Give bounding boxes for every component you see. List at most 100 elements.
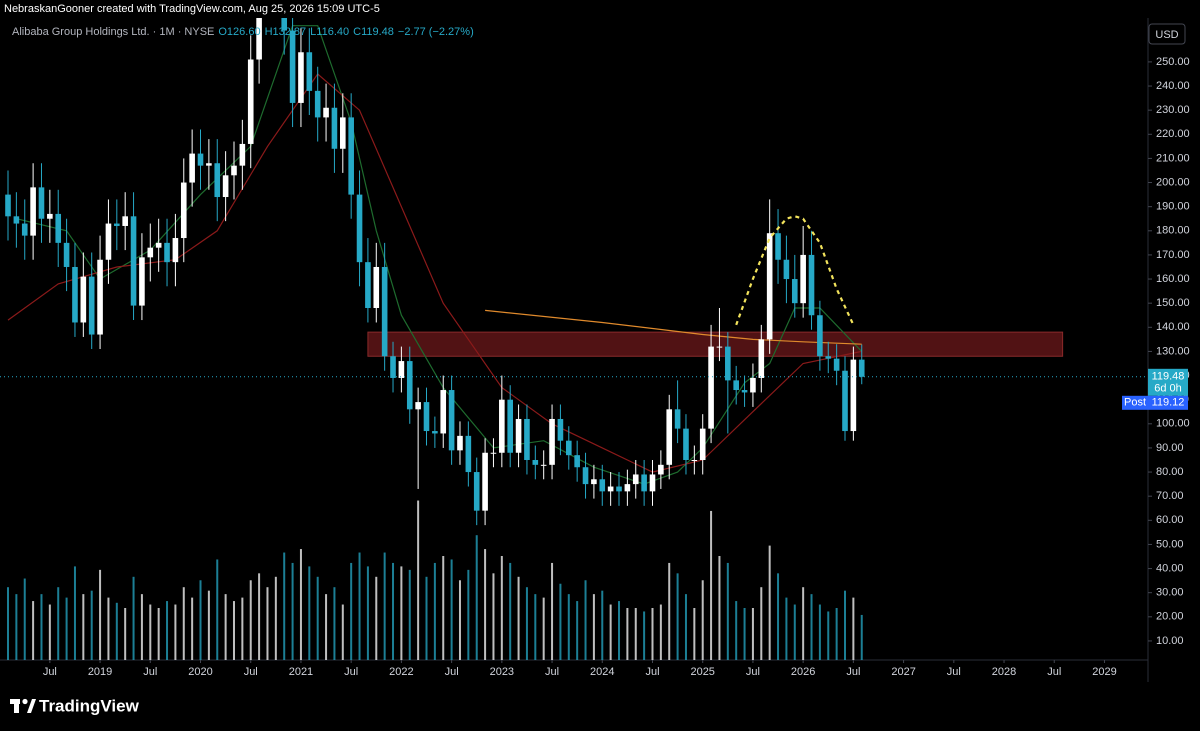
candle-body [457, 435, 463, 451]
volume-bar [668, 562, 671, 660]
volume-bar [676, 573, 679, 660]
candle-body [833, 358, 840, 371]
candle-body [808, 254, 815, 316]
candle-body [97, 259, 103, 335]
volume-bar [517, 576, 520, 660]
x-tick-label: 2029 [1092, 666, 1116, 678]
legend-value: H132.87 [264, 26, 307, 38]
y-tick-label: 220.00 [1156, 128, 1190, 140]
x-tick-label: Jul [545, 666, 559, 678]
candle-body [448, 390, 455, 451]
legend: Alibaba Group Holdings Ltd. · 1M · NYSE … [12, 26, 474, 38]
volume-bar [500, 556, 503, 660]
header-text: NebraskanGooner created with TradingView… [4, 3, 380, 15]
volume-bar [241, 597, 244, 660]
volume-bar [835, 608, 838, 660]
candle-body [63, 242, 70, 267]
candle-body [791, 279, 798, 304]
countdown-label: 6d 0h [1154, 383, 1182, 395]
volume-bar [743, 608, 746, 660]
volume-bar [492, 573, 495, 660]
x-tick-label: Jul [947, 666, 961, 678]
volume-bar [358, 552, 361, 660]
x-tick-label: 2024 [590, 666, 614, 678]
candle-body [632, 474, 639, 485]
post-price-box [1148, 395, 1188, 410]
plot-layer [5, 18, 1064, 660]
x-tick-label: Jul [445, 666, 459, 678]
candle-body [239, 143, 246, 166]
x-tick-label: Jul [645, 666, 659, 678]
post-price-label: 119.12 [1152, 397, 1185, 409]
candle-body [206, 163, 212, 166]
volume-bar [643, 611, 646, 660]
candle-body [47, 213, 53, 219]
y-tick-label: 30.00 [1156, 587, 1184, 599]
candle-body [574, 455, 580, 468]
session-label: Post [1124, 397, 1146, 409]
x-tick-label: Jul [43, 666, 57, 678]
volume-bar [182, 587, 185, 660]
candle-body [348, 117, 354, 195]
volume-bar [785, 597, 788, 660]
volume-bar [458, 580, 461, 660]
y-tick-label: 40.00 [1156, 562, 1184, 574]
volume-bar [450, 559, 453, 660]
candle-body [398, 361, 405, 378]
brand-logo [10, 698, 36, 713]
volume-bar [199, 580, 202, 660]
candle-body [817, 315, 823, 357]
candle-body [666, 409, 673, 465]
candle-body [465, 435, 472, 473]
candle-body [105, 223, 112, 260]
volume-bar [626, 608, 629, 660]
candle-body [540, 464, 547, 466]
x-tick-label: Jul [746, 666, 760, 678]
candle-body [716, 346, 723, 348]
candle-body [256, 18, 262, 60]
volume-bar [852, 597, 855, 660]
candle-body [30, 187, 36, 236]
last-price-label: 119.48 [1152, 371, 1185, 383]
volume-bar [299, 549, 302, 660]
candle-body [281, 18, 288, 31]
candle-body [13, 216, 20, 224]
candle-body [708, 346, 714, 429]
y-tick-label: 90.00 [1156, 442, 1184, 454]
candle-body [139, 257, 145, 306]
y-tick-label: 100.00 [1156, 418, 1190, 430]
volume-bar [651, 608, 654, 660]
candle-body [38, 187, 45, 219]
volume-bar [249, 580, 252, 660]
volume-bar [115, 602, 118, 660]
x-tick-label: 2021 [289, 666, 313, 678]
volume-bar [166, 601, 169, 660]
volume-bar [400, 566, 403, 660]
volume-bar [684, 594, 687, 660]
resistance-zone [367, 331, 1064, 357]
y-tick-label: 70.00 [1156, 490, 1184, 502]
currency-button[interactable] [1148, 23, 1186, 45]
volume-bar [132, 576, 135, 660]
x-tick-label: 2026 [791, 666, 815, 678]
footer [0, 682, 1200, 731]
x-tick-label: Jul [846, 666, 860, 678]
volume-bar [73, 566, 76, 660]
volume-bar [107, 597, 110, 660]
candle-body [415, 402, 421, 410]
volume-bar [82, 594, 85, 660]
y-tick-label: 80.00 [1156, 466, 1184, 478]
volume-bar [207, 590, 210, 660]
candle-body [314, 90, 321, 118]
y-tick-label: 170.00 [1156, 249, 1190, 261]
volume-bar [366, 566, 369, 660]
candle-body [164, 242, 170, 263]
volume-bar [534, 594, 537, 660]
volume-bar [40, 594, 43, 660]
volume-bar [559, 583, 562, 660]
y-tick-label: 190.00 [1156, 201, 1190, 213]
volume-bar [760, 587, 763, 660]
candle-body [180, 182, 187, 239]
volume-bar [701, 580, 704, 660]
volume-bar [442, 556, 445, 660]
